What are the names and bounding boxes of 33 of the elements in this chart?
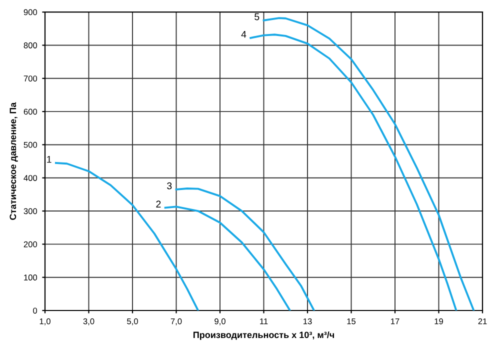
annotation: 4: [241, 30, 246, 38]
y-tick-label: 300: [24, 208, 38, 214]
x-tick-label: 21: [478, 318, 487, 324]
line-series: [54, 162, 200, 310]
line-series: [175, 188, 316, 310]
annotation: 5: [254, 13, 260, 20]
x-tick-label: 5,0: [127, 318, 138, 326]
y-tick-label: 100: [24, 274, 38, 280]
x-tick-label: 13: [304, 318, 312, 324]
x-tick-label: 7,0: [170, 318, 182, 326]
y-tick-label: 500: [24, 142, 38, 148]
x-tick-label: 3,0: [83, 318, 94, 326]
y-tick-label: 0: [33, 308, 38, 314]
y-tick-label: 200: [24, 241, 38, 248]
annotation: 1: [47, 156, 52, 163]
x-axis-title: Производительность x 10³, м³/ч: [193, 331, 334, 340]
line-series: [262, 17, 475, 310]
y-tick-label: 800: [24, 42, 38, 48]
y-tick-label: 600: [24, 108, 38, 115]
x-tick-label: 1,0: [40, 318, 50, 326]
line-series: [250, 34, 458, 310]
x-tick-label: 9,0: [214, 318, 226, 326]
y-axis-title: Статическое давление, Па: [10, 102, 18, 220]
y-tick-label: 700: [24, 76, 38, 82]
x-tick-label: 19: [434, 318, 443, 324]
y-tick-label: 900: [24, 9, 38, 16]
y-tick-label: 400: [24, 175, 38, 181]
annotation: 2: [156, 200, 161, 208]
x-tick-label: 17: [391, 318, 400, 324]
line-series: [164, 206, 291, 310]
x-tick-label: 15: [347, 318, 356, 324]
x-tick-label: 11: [260, 318, 268, 324]
annotation: 3: [167, 182, 172, 190]
